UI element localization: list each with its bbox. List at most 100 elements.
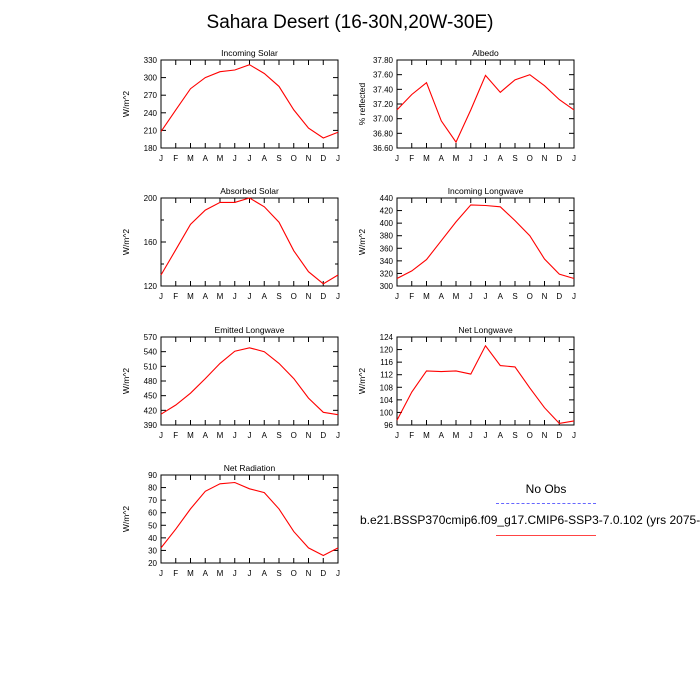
legend-model-line (496, 535, 596, 536)
plot-frame (396, 197, 575, 287)
panel-title: Incoming Longwave (448, 186, 524, 196)
x-tick-label: M (423, 154, 430, 163)
x-tick-label: F (173, 569, 178, 578)
x-tick-label: J (336, 431, 340, 440)
x-tick-label: J (469, 431, 473, 440)
x-tick-label: M (423, 431, 430, 440)
x-tick-label: O (291, 292, 297, 301)
x-tick-label: J (159, 431, 163, 440)
x-tick-label: A (439, 154, 445, 163)
x-tick-label: J (336, 154, 340, 163)
x-tick-label: J (484, 292, 488, 301)
y-tick-label: 37.80 (373, 56, 394, 65)
panel-title: Incoming Solar (221, 48, 278, 58)
x-tick-label: A (203, 292, 209, 301)
y-tick-label: 340 (380, 257, 394, 266)
x-tick-label: A (262, 154, 268, 163)
x-tick-label: O (527, 292, 533, 301)
y-tick-label: 480 (144, 377, 158, 386)
x-tick-label: S (512, 154, 517, 163)
y-tick-label: 200 (144, 194, 158, 203)
series-line (396, 204, 575, 280)
legend-obs-line (496, 503, 596, 504)
y-tick-label: 400 (380, 219, 394, 228)
panel-title: Albedo (472, 48, 499, 58)
y-tick-label: 300 (380, 282, 394, 291)
x-tick-label: J (572, 292, 576, 301)
x-tick-label: D (556, 292, 562, 301)
x-tick-label: J (248, 292, 252, 301)
x-tick-label: M (187, 154, 194, 163)
plot-frame (160, 197, 339, 287)
x-tick-label: M (217, 292, 224, 301)
x-tick-label: F (409, 154, 414, 163)
series-line (160, 481, 339, 557)
y-tick-label: 300 (144, 74, 158, 83)
x-tick-label: N (542, 431, 548, 440)
x-tick-label: F (173, 154, 178, 163)
y-tick-label: 124 (380, 333, 394, 342)
y-tick-label: 180 (144, 144, 158, 153)
y-tick-label: 390 (144, 421, 158, 430)
x-tick-label: A (203, 431, 209, 440)
x-tick-label: J (233, 292, 237, 301)
panel-title: Net Longwave (458, 325, 513, 335)
y-axis-label: W/m^2 (121, 229, 131, 255)
x-tick-label: J (572, 431, 576, 440)
panel-title: Net Radiation (224, 463, 276, 473)
y-tick-label: 104 (380, 396, 394, 405)
x-tick-label: M (187, 569, 194, 578)
x-tick-label: F (409, 431, 414, 440)
x-tick-label: O (291, 154, 297, 163)
y-tick-label: 120 (144, 282, 158, 291)
x-tick-label: J (469, 292, 473, 301)
x-tick-label: A (439, 431, 445, 440)
x-tick-label: F (173, 431, 178, 440)
y-tick-label: 36.60 (373, 144, 394, 153)
y-tick-label: 112 (380, 371, 393, 380)
series-line (396, 74, 575, 144)
x-tick-label: D (320, 569, 326, 578)
x-tick-label: N (306, 569, 312, 578)
y-axis-label: W/m^2 (357, 229, 367, 255)
x-tick-label: S (512, 431, 517, 440)
x-tick-label: M (187, 292, 194, 301)
x-tick-label: J (248, 569, 252, 578)
plot-frame (396, 59, 575, 149)
y-tick-label: 40 (148, 534, 157, 543)
y-tick-label: 36.80 (373, 129, 394, 138)
y-tick-label: 108 (380, 383, 394, 392)
y-tick-label: 90 (148, 471, 157, 480)
x-tick-label: J (248, 154, 252, 163)
x-tick-label: J (159, 154, 163, 163)
x-tick-label: J (159, 292, 163, 301)
y-tick-label: 60 (148, 509, 157, 518)
x-tick-label: J (484, 431, 488, 440)
plot-frame (160, 59, 339, 149)
x-tick-label: N (542, 292, 548, 301)
x-tick-label: S (276, 292, 281, 301)
x-tick-label: M (453, 292, 460, 301)
x-tick-label: F (409, 292, 414, 301)
x-tick-label: A (439, 292, 445, 301)
y-tick-label: 420 (380, 207, 394, 216)
x-tick-label: N (306, 292, 312, 301)
x-tick-label: D (556, 154, 562, 163)
y-tick-label: 570 (144, 333, 158, 342)
y-tick-label: 240 (144, 109, 158, 118)
y-tick-label: 210 (144, 126, 158, 135)
x-tick-label: J (395, 431, 399, 440)
x-tick-label: A (262, 569, 268, 578)
x-tick-label: S (276, 431, 281, 440)
y-tick-label: 37.20 (373, 100, 394, 109)
y-tick-label: 37.60 (373, 71, 394, 80)
y-tick-label: 50 (148, 521, 157, 530)
x-tick-label: A (498, 292, 504, 301)
x-tick-label: J (159, 569, 163, 578)
x-tick-label: J (395, 292, 399, 301)
x-tick-label: S (276, 154, 281, 163)
